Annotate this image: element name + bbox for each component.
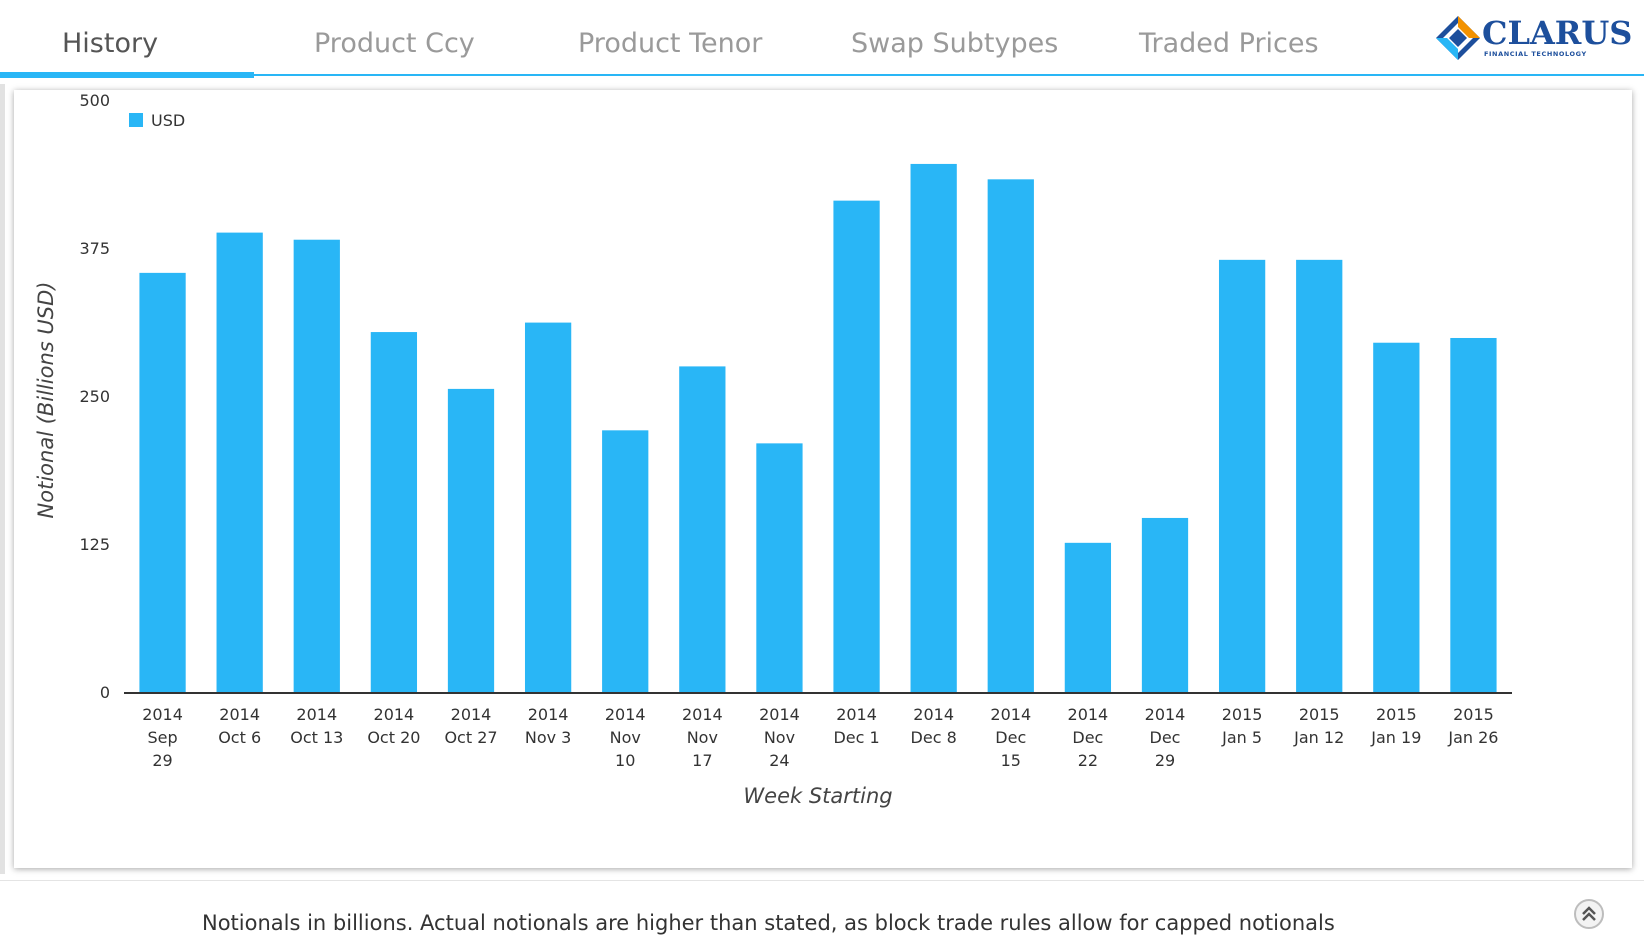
x-tick-label: 2014 Dec 15 xyxy=(990,705,1031,770)
x-tick-label: 2014 Dec 1 xyxy=(833,705,879,747)
bar[interactable] xyxy=(833,200,880,692)
legend-swatch xyxy=(129,113,143,127)
x-tick-label: 2015 Jan 5 xyxy=(1221,705,1262,747)
logo-name: CLARUS xyxy=(1482,14,1633,52)
tab-swap-subtypes[interactable]: Swap Subtypes xyxy=(851,28,1059,59)
tab-history[interactable]: History xyxy=(62,28,159,59)
bar[interactable] xyxy=(524,322,572,692)
bar[interactable] xyxy=(370,332,418,692)
x-tick-label: 2014 Nov 10 xyxy=(605,705,646,770)
panel-left-edge xyxy=(0,84,5,874)
bar[interactable] xyxy=(756,443,803,692)
active-tab-indicator xyxy=(0,72,254,78)
bar[interactable] xyxy=(1296,259,1343,692)
x-tick-label: 2014 Oct 27 xyxy=(444,705,497,747)
bar[interactable] xyxy=(139,272,186,692)
tab-product-ccy[interactable]: Product Ccy xyxy=(314,28,475,59)
x-tick-label: 2015 Jan 19 xyxy=(1370,705,1421,747)
x-tick-label: 2014 Nov 24 xyxy=(759,705,800,770)
footer-note: Notionals in billions. Actual notionals … xyxy=(202,911,1335,935)
x-tick-label: 2014 Sep 29 xyxy=(142,705,183,770)
bar[interactable] xyxy=(447,388,495,692)
bar[interactable] xyxy=(987,179,1034,692)
y-axis-label: Notional (Billions USD) xyxy=(34,282,58,519)
x-tick-label: 2014 Dec 22 xyxy=(1068,705,1109,770)
y-tick-label: 125 xyxy=(79,535,110,554)
bar[interactable] xyxy=(1450,337,1497,692)
tab-underline xyxy=(0,74,1644,76)
bar-chart: 0 125 250 375 500 2014 Sep 29 2014 Oct 6 2014 Oct … xyxy=(34,91,1512,808)
x-tick-label: 2015 Jan 26 xyxy=(1447,705,1498,747)
collapse-up-button[interactable] xyxy=(1574,899,1604,929)
bar[interactable] xyxy=(1373,342,1420,692)
logo-tagline: FINANCIAL TECHNOLOGY xyxy=(1484,50,1587,58)
legend[interactable]: USD xyxy=(129,111,185,130)
y-tick-label: 250 xyxy=(79,387,110,406)
bar[interactable] xyxy=(216,232,263,692)
x-tick-label: 2014 Oct 6 xyxy=(218,705,261,747)
footer: Notionals in billions. Actual notionals … xyxy=(0,880,1644,947)
bar[interactable] xyxy=(910,163,957,692)
bar[interactable] xyxy=(293,239,340,692)
x-axis: 2014 Sep 29 2014 Oct 6 2014 Oct 13 2014 Oct 20 20… xyxy=(142,705,1498,770)
x-axis-label: Week Starting xyxy=(743,784,892,808)
bar[interactable] xyxy=(602,430,649,692)
x-tick-label: 2014 Dec 29 xyxy=(1145,705,1186,770)
bar[interactable] xyxy=(679,366,726,692)
bar[interactable] xyxy=(1218,259,1266,692)
bar[interactable] xyxy=(1064,542,1112,692)
y-tick-label: 0 xyxy=(100,683,110,702)
x-tick-label: 2014 Dec 8 xyxy=(911,705,957,747)
x-tick-label: 2014 Oct 20 xyxy=(367,705,420,747)
logo-diamond-icon xyxy=(1436,16,1480,60)
double-chevron-up-icon xyxy=(1582,906,1596,921)
x-tick-label: 2014 Oct 13 xyxy=(290,705,343,747)
y-axis: 0 125 250 375 500 xyxy=(79,91,110,702)
bar[interactable] xyxy=(1141,517,1189,692)
tab-bar: History Product Ccy Product Tenor Swap S… xyxy=(0,0,1644,80)
clarus-logo: CLARUS FINANCIAL TECHNOLOGY xyxy=(1430,12,1632,64)
tab-product-tenor[interactable]: Product Tenor xyxy=(578,28,763,59)
x-tick-label: 2014 Nov 3 xyxy=(525,705,572,747)
x-tick-label: 2015 Jan 12 xyxy=(1293,705,1344,747)
chart-panel: 0 125 250 375 500 2014 Sep 29 2014 Oct 6 2014 Oct … xyxy=(14,90,1632,868)
y-tick-label: 500 xyxy=(79,91,110,110)
y-tick-label: 375 xyxy=(79,239,110,258)
bars-group xyxy=(139,163,1497,692)
legend-label: USD xyxy=(151,111,185,130)
tab-traded-prices[interactable]: Traded Prices xyxy=(1139,28,1319,59)
x-tick-label: 2014 Nov 17 xyxy=(682,705,723,770)
